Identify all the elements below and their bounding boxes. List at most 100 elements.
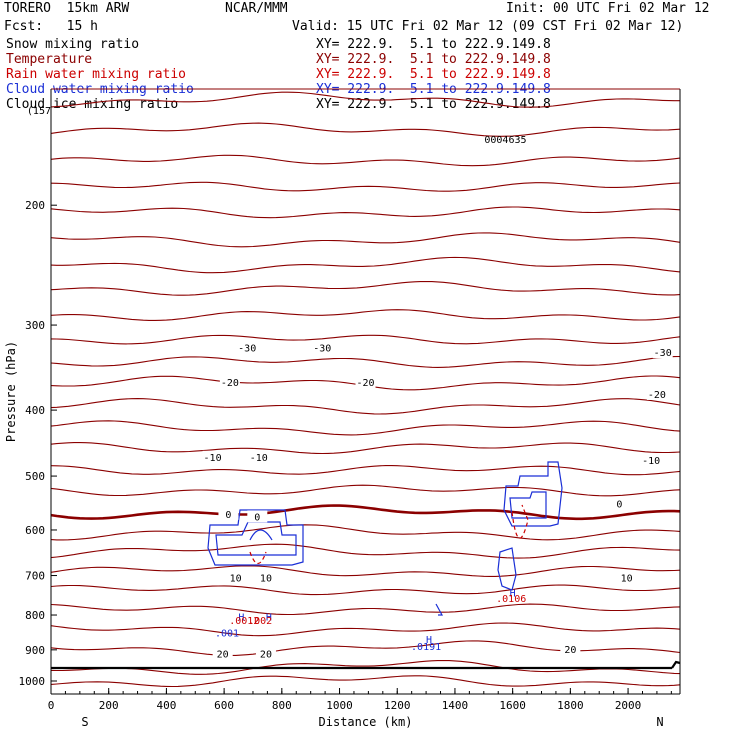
cloud-water-label: H (266, 613, 272, 624)
north-endpoint-label: N (656, 715, 663, 729)
temperature-label: 0 (616, 499, 622, 510)
temperature-label: 0 (225, 510, 231, 521)
organization-label: NCAR/MMM (225, 1, 288, 16)
temperature-label: -10 (204, 453, 222, 464)
isotherm-line (50, 565, 681, 577)
temperature-label: 20 (260, 650, 272, 661)
isotherm-line (50, 122, 681, 137)
y-tick-label: 500 (25, 470, 45, 483)
isotherm-line (50, 355, 681, 368)
temperature-label: -30 (654, 348, 672, 359)
legend-name-rain: Rain water mixing ratio (6, 67, 187, 82)
rain-water-contour (511, 504, 529, 539)
temperature-label: -10 (250, 453, 268, 464)
isotherm-line (50, 584, 681, 596)
legend-xy-snow: XY= 222.9. 5.1 to 222.9.149.8 (316, 37, 551, 52)
isotherm-line (50, 206, 681, 219)
isotherm-line (50, 181, 681, 192)
y-axis-title: Pressure (hPa) (4, 341, 18, 442)
cloud-water-label: H (510, 589, 516, 600)
temperature-label-bg (219, 376, 240, 389)
temperature-label-bg (255, 571, 276, 584)
isotherm-line (50, 524, 681, 541)
x-tick-label: 1400 (442, 699, 469, 712)
temperature-label-bg (255, 647, 276, 660)
forecast-hour: Fcst: 15 h (4, 19, 98, 34)
temperature-label-bg (312, 341, 333, 354)
temperature-label: -20 (648, 390, 666, 401)
x-tick-label: 1200 (384, 699, 411, 712)
isotherm-line (50, 465, 681, 476)
y-tick-label: 1000 (19, 675, 46, 688)
rain-water-label: .002 (248, 616, 272, 627)
temperature-label-bg (218, 507, 239, 520)
contour-labels: -30 -30 -30 -20 -20 -20 -10 -10 -10 0 0 0 10 10 10 20 20… (27, 106, 673, 661)
x-tick-label: 1000 (326, 699, 353, 712)
temperature-label-bg (646, 387, 667, 400)
isotherm-line (50, 334, 681, 345)
isotherm-line (50, 256, 681, 274)
rain-water-contours (249, 504, 529, 565)
isotherm-line (50, 504, 681, 521)
axes: 0 200 400 600 800 1000 1200 1400 1600 1800 2000200… (4, 89, 681, 729)
y-tick-label: 600 (25, 524, 45, 537)
isotherm-line (50, 543, 681, 559)
temperature-label: 0 (254, 512, 260, 523)
isotherm-line (50, 603, 681, 616)
south-endpoint-label: S (81, 715, 88, 729)
temperature-label-bg (248, 450, 269, 463)
isotherm-line (50, 420, 681, 436)
x-tick-label: 800 (272, 699, 292, 712)
temperature-label-bg (652, 346, 673, 359)
model-title: TORERO 15km ARW (4, 1, 130, 16)
cloud-water-label: .001 (215, 628, 239, 639)
temperature-label: 20 (564, 645, 576, 656)
cloud-water-contour (503, 461, 563, 527)
x-tick-label: 1600 (499, 699, 526, 712)
temperature-label-bg (237, 341, 258, 354)
valid-time: Valid: 15 UTC Fri 02 Mar 12 (09 CST Fri … (292, 19, 684, 34)
terrain-edge (671, 660, 681, 669)
y-tick-label: 200 (25, 199, 45, 212)
temperature-label-bg (225, 571, 246, 584)
temperature-label: 10 (621, 573, 633, 584)
temperature-label-bg (212, 647, 233, 660)
cloud-water-contour (497, 547, 517, 591)
y-tick-label: 800 (25, 609, 45, 622)
x-tick-label: 200 (99, 699, 119, 712)
isotherm-line (50, 398, 681, 415)
legend-name-snow: Snow mixing ratio (6, 37, 140, 52)
y-tick-label: 300 (25, 319, 45, 332)
init-time: Init: 00 UTC Fri 02 Mar 12 (506, 1, 710, 16)
isotherm-line (50, 280, 681, 296)
temperature-label: -10 (642, 456, 660, 467)
legend-name-temperature: Temperature (6, 52, 93, 67)
isotherm-line (50, 154, 681, 167)
temperature-label-bg (560, 642, 581, 655)
legend-xy-temperature: XY= 222.9. 5.1 to 222.9.149.8 (316, 52, 551, 67)
x-tick-label: 2000 (615, 699, 642, 712)
isotherm-line (50, 675, 681, 688)
y-tick-label: 700 (25, 570, 45, 583)
snow-label: 0004635 (484, 135, 526, 146)
cloud-water-contour (249, 529, 273, 541)
x-tick-label: 400 (156, 699, 176, 712)
temperature-label: 10 (260, 573, 272, 584)
x-tick-label: 1800 (557, 699, 584, 712)
temperature-label: 20 (217, 650, 229, 661)
isotherm-line (50, 442, 681, 455)
cloud-water-label: H (426, 635, 432, 646)
temperature-label-bg (355, 376, 376, 389)
temperature-label: -20 (356, 378, 374, 389)
cloud-water-label: H (238, 613, 244, 624)
temperature-label-bg (202, 450, 223, 463)
x-axis-title: Distance (km) (319, 715, 413, 729)
y-tick-label: 900 (25, 644, 45, 657)
snow-label: (157 (27, 106, 51, 117)
cloud-water-contour (509, 491, 547, 519)
rain-water-contour (249, 551, 267, 565)
temperature-label: -30 (313, 344, 331, 355)
temperature-label-bg (247, 510, 268, 523)
x-tick-label: 0 (48, 699, 55, 712)
